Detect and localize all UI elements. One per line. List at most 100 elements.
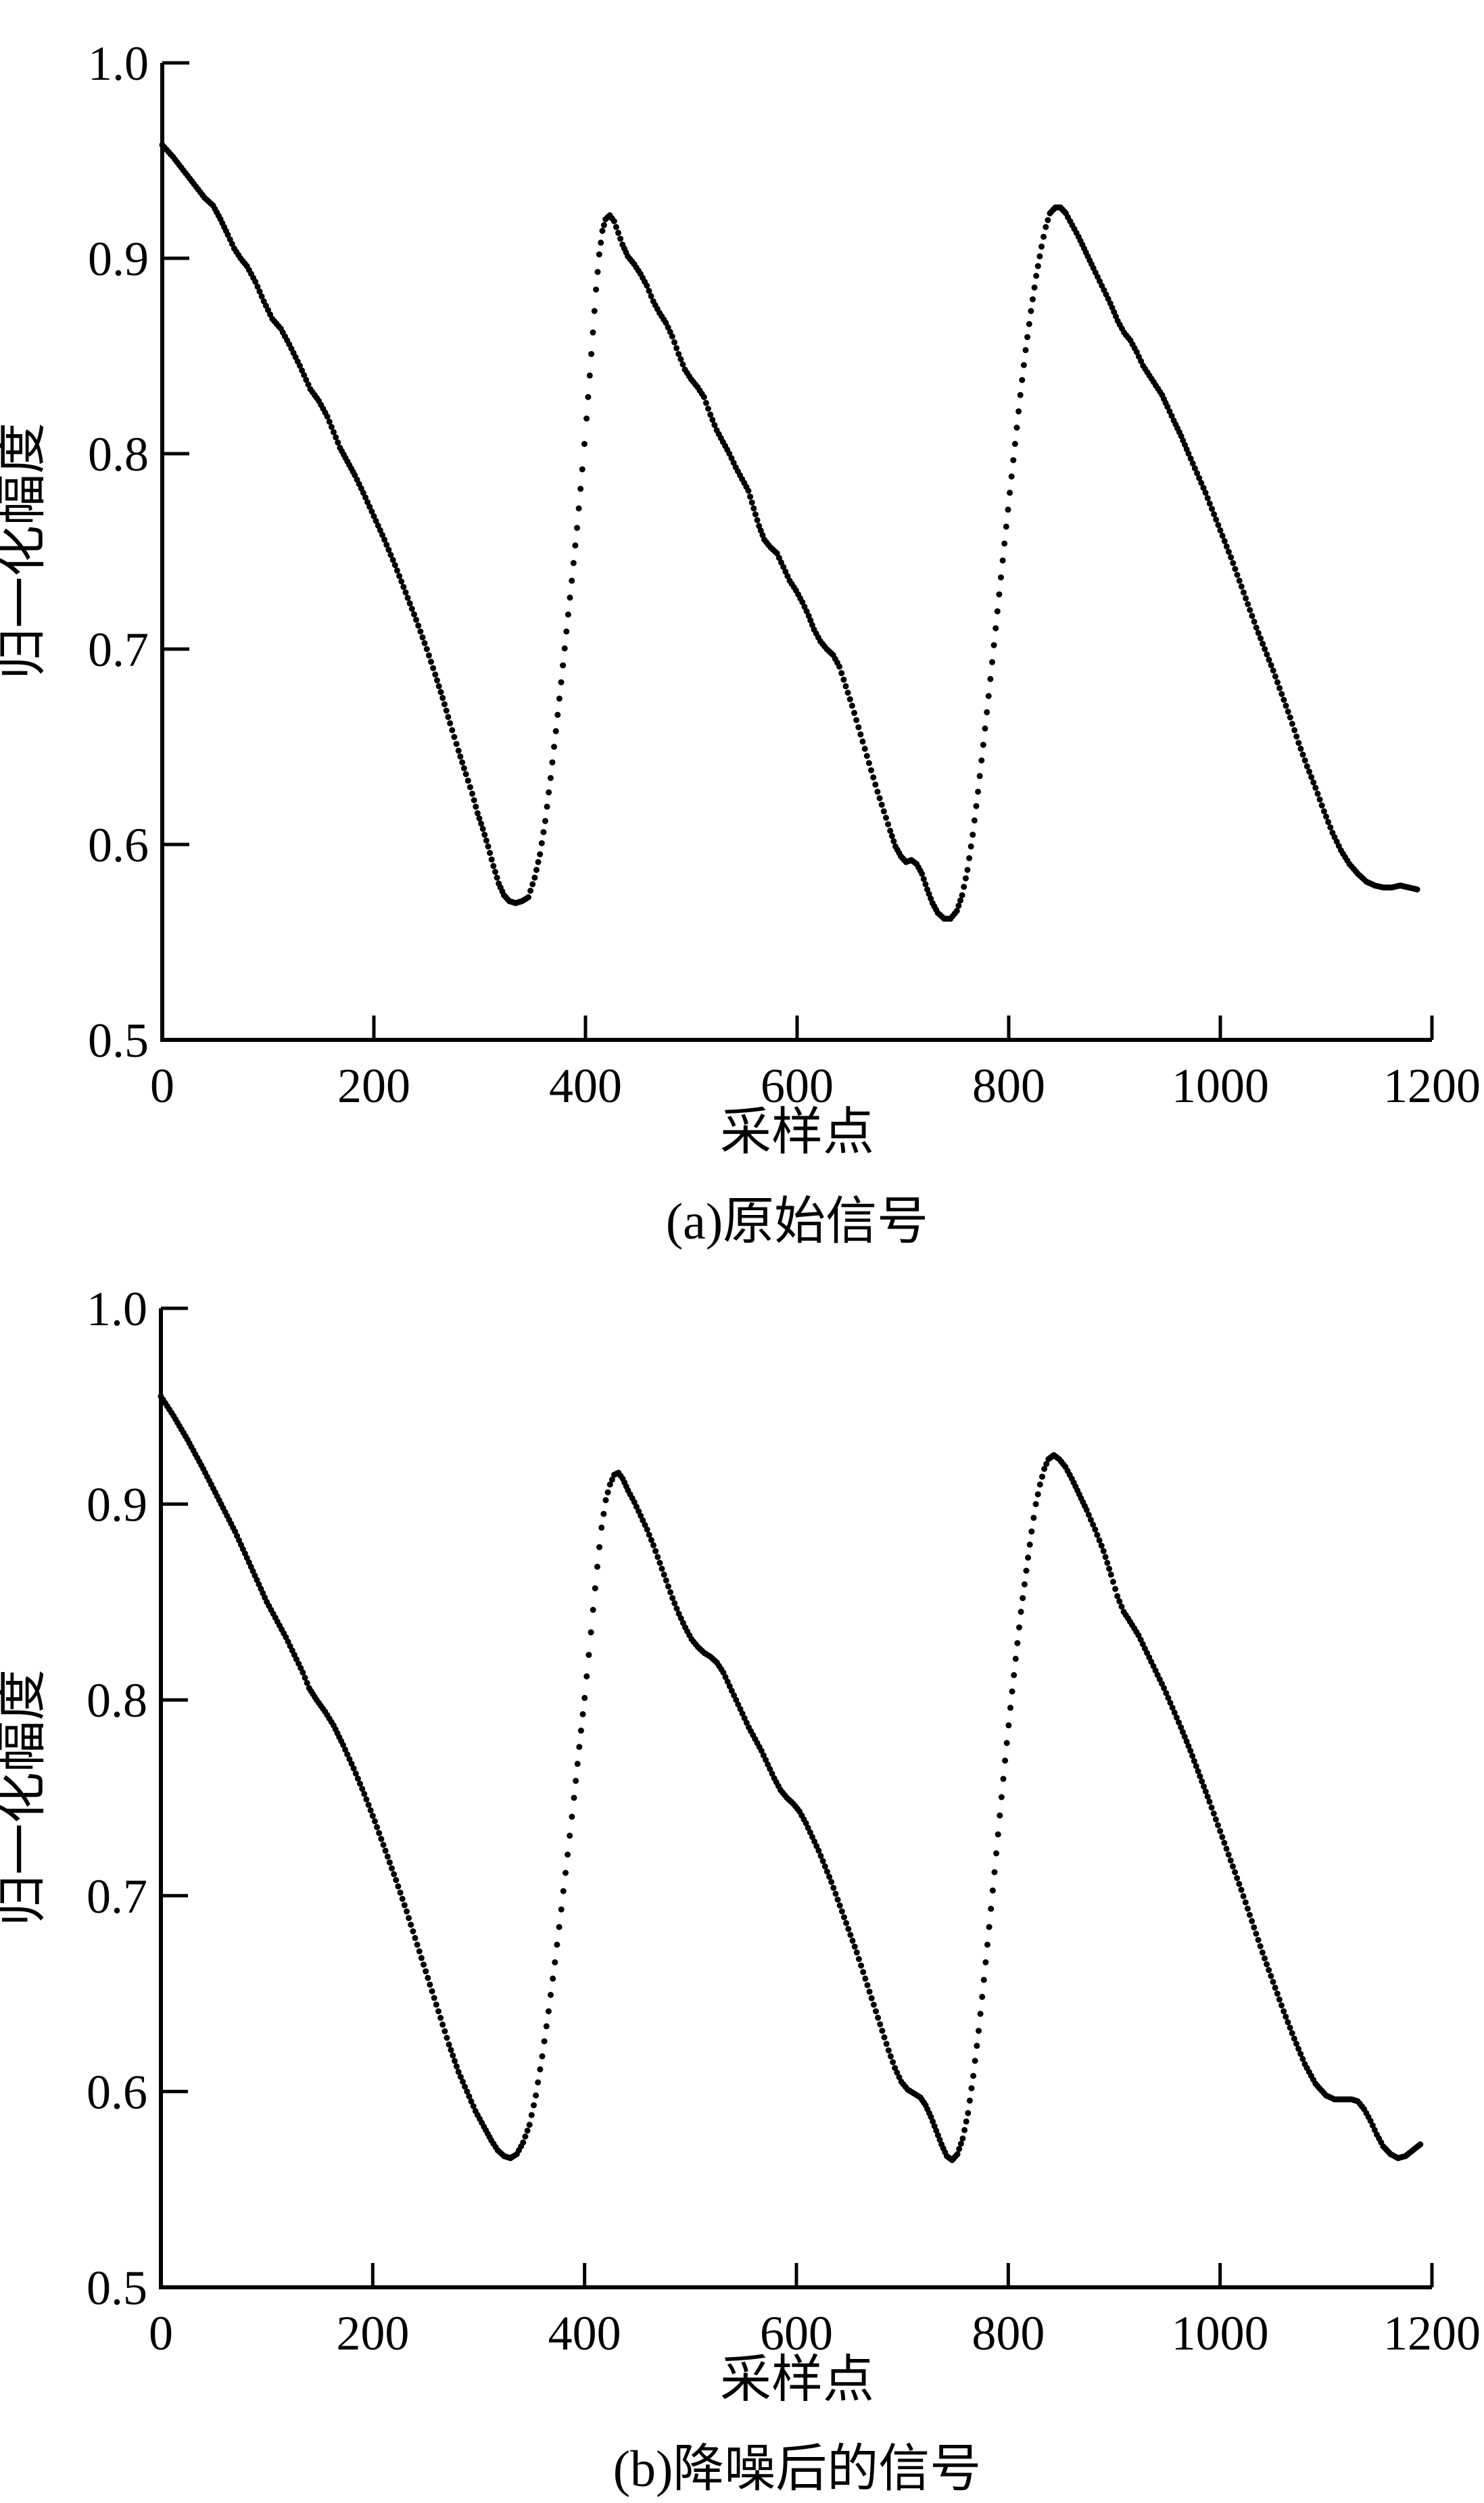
signal-dot [1161, 1685, 1168, 1692]
signal-dot [801, 603, 808, 610]
signal-dot [1257, 1943, 1264, 1949]
signal-dot [928, 2114, 934, 2120]
signal-dot [535, 2079, 542, 2086]
signal-dot [1249, 613, 1255, 619]
signal-dot [1036, 1481, 1043, 1488]
signal-dot [883, 2041, 890, 2047]
signal-dot [1417, 2141, 1424, 2148]
signal-dot [357, 1780, 363, 1787]
signal-dot [1020, 362, 1027, 368]
signal-dot [556, 695, 563, 702]
signal-dot [1320, 808, 1327, 815]
signal-dot [741, 1715, 748, 1721]
signal-dot [570, 560, 577, 567]
signal-dot [1280, 696, 1287, 703]
signal-dot [1136, 354, 1142, 360]
signal-dot [1198, 479, 1205, 486]
signal-dot [1003, 523, 1009, 530]
signal-dot [992, 625, 999, 631]
signal-dot [352, 1770, 359, 1777]
signal-dot [986, 1924, 992, 1930]
chart-a-axes: 0 200 400 600 800 1000 1200 1.0 0.9 0.8 0.7 0.6 0.5 [88, 37, 1481, 1113]
signal-dot [1251, 619, 1258, 625]
signal-dot [977, 2011, 984, 2017]
signal-dot [1253, 624, 1260, 631]
signal-dot [679, 361, 686, 368]
signal-dot [663, 319, 669, 326]
signal-dot [546, 789, 552, 796]
signal-dot [966, 2097, 973, 2104]
signal-dot [957, 2141, 964, 2147]
signal-dot [1196, 475, 1203, 481]
y-tick-label: 0.8 [87, 1673, 147, 1727]
signal-dot [677, 356, 684, 362]
signal-dot [435, 2008, 441, 2015]
signal-dot [333, 434, 339, 441]
signal-dot [959, 2135, 966, 2142]
signal-dot [1165, 1694, 1172, 1701]
signal-dot [669, 333, 675, 340]
signal-dot [437, 689, 444, 696]
signal-dot [1310, 779, 1317, 786]
chart-a: 0 200 400 600 800 1000 1200 1.0 0.9 0.8 0.7 0.6 0.5 … [0, 37, 1481, 1250]
signal-dot [1299, 751, 1306, 758]
signal-dot [1325, 819, 1332, 826]
signal-dot [411, 611, 417, 618]
signal-dot [464, 2088, 471, 2095]
signal-dot [807, 1829, 813, 1836]
signal-dot [1005, 506, 1011, 513]
signal-dot [780, 564, 787, 571]
signal-dot [648, 293, 654, 300]
signal-dot [1219, 1834, 1226, 1840]
signal-dot [419, 634, 426, 641]
signal-dot [868, 1995, 875, 2001]
signal-dot [1116, 1598, 1123, 1604]
signal-dot [1164, 404, 1171, 410]
x-tick-label: 0 [150, 1059, 174, 1113]
signal-dot [421, 1961, 427, 1968]
signal-dot [606, 1481, 613, 1488]
signal-dot [415, 622, 422, 629]
signal-dot [547, 775, 554, 782]
signal-dot [965, 2109, 972, 2116]
signal-dot [1217, 1828, 1224, 1834]
signal-dot [535, 859, 542, 865]
signal-dot [590, 1606, 596, 1613]
signal-dot [1168, 412, 1175, 419]
signal-dot [975, 788, 982, 795]
signal-dot [1327, 824, 1334, 831]
signal-dot [1202, 490, 1209, 496]
signal-dot [930, 2118, 936, 2125]
signal-dot [782, 568, 789, 575]
signal-dot [673, 1605, 680, 1612]
signal-dot [956, 2145, 963, 2152]
signal-dot [1185, 1743, 1192, 1749]
signal-dot [864, 1982, 871, 1988]
signal-dot [455, 747, 462, 754]
signal-dot [445, 713, 452, 720]
signal-dot [346, 1756, 353, 1763]
signal-dot [846, 696, 853, 702]
signal-dot [373, 517, 379, 524]
signal-dot [522, 2133, 529, 2140]
signal-dot [1212, 1816, 1219, 1823]
signal-dot [590, 329, 596, 336]
signal-dot [971, 817, 978, 824]
signal-dot [1270, 667, 1276, 674]
signal-dot [994, 608, 1001, 615]
signal-dot [667, 329, 673, 335]
signal-dot [483, 837, 489, 844]
signal-dot [1038, 243, 1045, 250]
signal-dot [826, 1874, 833, 1880]
signal-dot [1272, 1984, 1278, 1991]
signal-dot [836, 663, 843, 670]
y-tick-label: 0.6 [87, 2065, 147, 2119]
signal-dot [1297, 745, 1304, 752]
signal-dot [957, 897, 963, 904]
signal-dot [1285, 709, 1291, 715]
x-tick-label: 200 [336, 2306, 409, 2360]
x-tick-label: 400 [548, 2306, 621, 2360]
signal-dot [1014, 1640, 1021, 1646]
signal-dot [728, 455, 735, 462]
signal-dot [567, 1832, 573, 1839]
